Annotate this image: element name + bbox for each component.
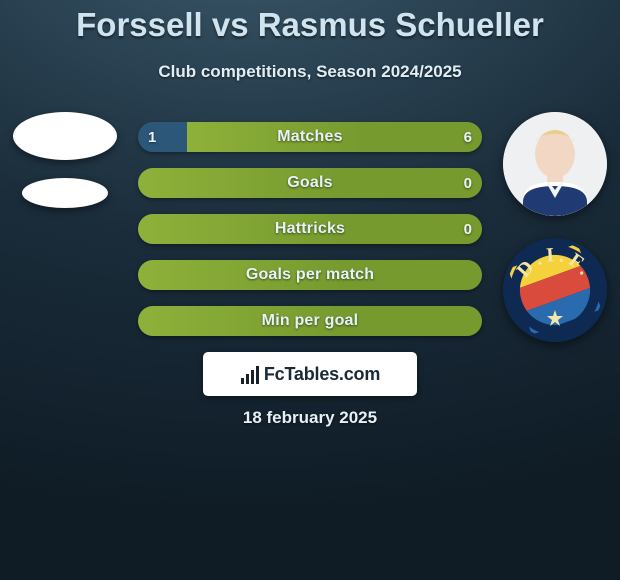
bar-value-left xyxy=(138,214,158,244)
bar-value-right: 0 xyxy=(454,168,482,198)
bar-value-left xyxy=(138,306,158,336)
player-right-column: D.I.F. xyxy=(500,112,610,342)
bar-segment-right xyxy=(138,214,482,244)
player-right-club-badge: D.I.F. xyxy=(503,238,607,342)
bar-row: 0Goals xyxy=(138,168,482,198)
bar-segment-right xyxy=(138,260,482,290)
club-badge-icon: D.I.F. xyxy=(503,238,607,342)
bar-segment-right xyxy=(187,122,482,152)
brand-badge: FcTables.com xyxy=(203,352,417,396)
subtitle: Club competitions, Season 2024/2025 xyxy=(0,62,620,82)
brand-text: FcTables.com xyxy=(264,364,380,385)
bar-row: 16Matches xyxy=(138,122,482,152)
bar-row: Min per goal xyxy=(138,306,482,336)
bar-chart-icon xyxy=(240,364,260,384)
player-left-column xyxy=(10,112,120,208)
comparison-bars: 16Matches0Goals0HattricksGoals per match… xyxy=(138,122,482,336)
avatar-icon xyxy=(503,112,607,216)
bar-segment-right xyxy=(138,168,482,198)
bar-row: 0Hattricks xyxy=(138,214,482,244)
bar-value-right: 6 xyxy=(454,122,482,152)
bar-row: Goals per match xyxy=(138,260,482,290)
bar-value-left xyxy=(138,260,158,290)
player-right-photo xyxy=(503,112,607,216)
bar-segment-right xyxy=(138,306,482,336)
player-left-photo-placeholder xyxy=(13,112,117,160)
bar-value-left: 1 xyxy=(138,122,166,152)
page-title: Forssell vs Rasmus Schueller xyxy=(0,6,620,44)
date: 18 february 2025 xyxy=(0,408,620,428)
bar-value-right xyxy=(462,260,482,290)
bar-value-right xyxy=(462,306,482,336)
bar-value-right: 0 xyxy=(454,214,482,244)
bar-value-left xyxy=(138,168,158,198)
infographic: Forssell vs Rasmus Schueller Club compet… xyxy=(0,0,620,580)
player-left-club-placeholder xyxy=(22,178,108,208)
